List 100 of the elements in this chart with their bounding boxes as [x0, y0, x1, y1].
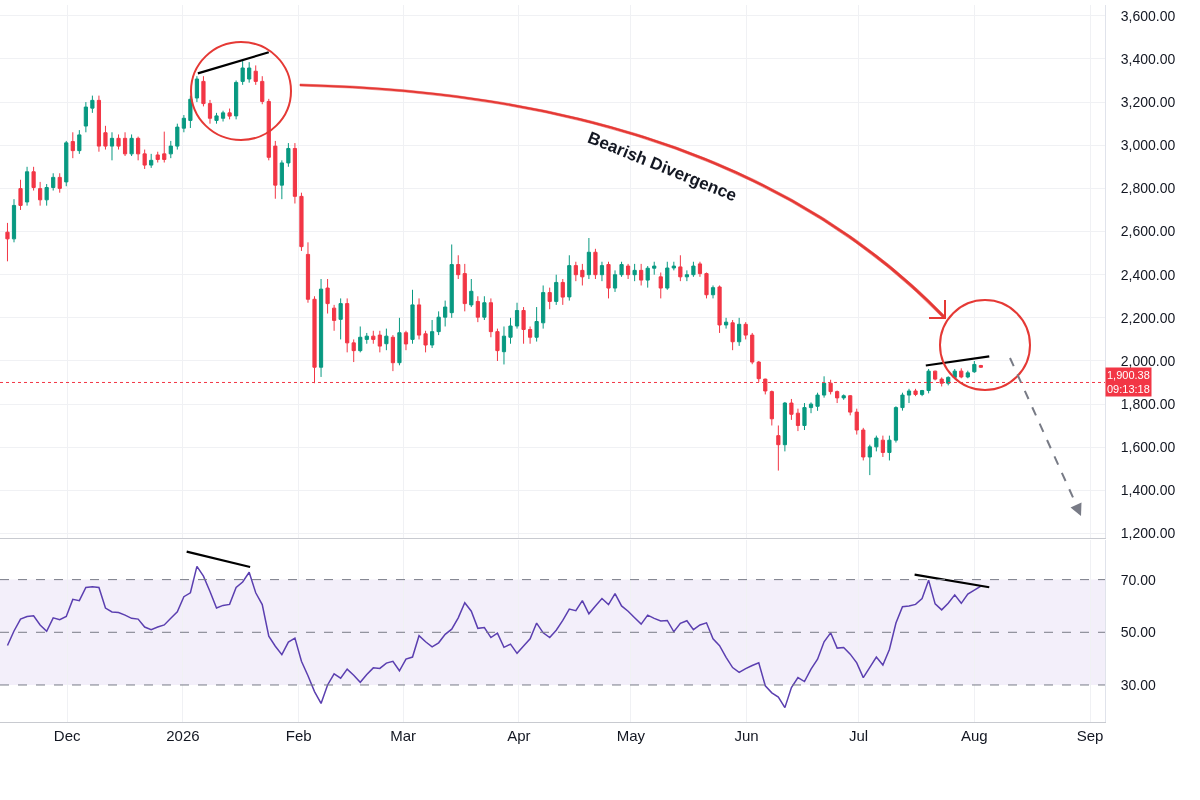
candlestick: [514, 302, 520, 330]
y-tick-label: 2,800.00: [1120, 180, 1176, 197]
x-tick-label: Feb: [285, 726, 312, 744]
y-tick-label: 1,400.00: [1120, 482, 1176, 499]
candlestick: [619, 261, 624, 278]
candlestick: [586, 237, 591, 280]
candlestick: [880, 435, 885, 458]
candlestick: [279, 159, 284, 200]
candlestick: [220, 110, 226, 122]
y-tick-label: 2,000.00: [1120, 352, 1176, 369]
candlestick: [665, 261, 670, 291]
candlestick: [227, 108, 232, 120]
candlestick: [430, 319, 435, 349]
candlestick: [926, 368, 931, 394]
candlestick: [606, 261, 611, 299]
candlestick: [371, 330, 376, 345]
y-tick-label: 2,200.00: [1120, 309, 1176, 326]
candlestick: [782, 401, 787, 452]
candlestick: [710, 284, 716, 299]
candlestick: [456, 254, 461, 280]
candlestick: [168, 140, 173, 159]
candlestick: [528, 325, 533, 345]
candlestick: [972, 360, 977, 374]
candlestick: [96, 95, 102, 153]
candlestick: [462, 263, 467, 312]
candlestick: [874, 435, 879, 452]
candlestick: [234, 80, 239, 120]
candlestick: [802, 402, 807, 431]
candlestick: [593, 248, 598, 280]
candlestick: [475, 295, 480, 323]
candlestick: [501, 325, 507, 365]
candlestick: [332, 304, 337, 332]
candlestick: [247, 61, 252, 84]
candlestick: [887, 435, 892, 461]
candlestick: [750, 332, 755, 365]
candlestick: [377, 330, 382, 353]
candlestick: [554, 274, 559, 306]
x-tick-label: 2026: [166, 726, 200, 744]
x-tick-label: Jun: [734, 726, 759, 744]
candlestick: [933, 370, 938, 381]
candlestick: [201, 75, 206, 107]
candlestick: [305, 241, 311, 304]
candlestick: [730, 319, 735, 351]
x-tick-label: Sep: [1076, 726, 1104, 744]
candlestick: [645, 265, 650, 289]
candlestick: [416, 297, 422, 340]
candlestick: [122, 131, 128, 157]
candlestick: [390, 334, 396, 372]
candlestick: [919, 389, 925, 397]
candlestick: [900, 392, 905, 412]
candlestick: [482, 295, 487, 321]
y-tick-label: 3,400.00: [1120, 50, 1176, 67]
candlestick: [136, 136, 141, 161]
candlestick: [90, 95, 95, 114]
candlestick: [57, 172, 62, 194]
candlestick: [155, 151, 160, 163]
line-series: [6, 565, 982, 709]
candlestick: [691, 261, 696, 278]
candlestick: [612, 269, 618, 293]
y-tick-label: 3,000.00: [1120, 137, 1176, 154]
candlestick: [436, 310, 441, 336]
candlestick: [678, 254, 683, 282]
candlestick: [723, 317, 729, 330]
y-tick-label: 1,600.00: [1120, 439, 1176, 456]
candlestick: [795, 408, 801, 432]
candlestick: [188, 95, 193, 129]
candlestick: [547, 287, 552, 310]
candlestick: [978, 364, 983, 369]
candlestick: [573, 261, 578, 282]
candlestick: [129, 133, 134, 157]
x-tick-label: Aug: [960, 726, 988, 744]
x-tick-label: Dec: [53, 726, 82, 744]
y-tick-label: 2,600.00: [1120, 223, 1176, 240]
candlestick: [286, 142, 291, 168]
candlestick: [906, 388, 912, 404]
candlestick: [580, 263, 585, 286]
candlestick: [364, 332, 369, 345]
y-tick-label: 3,600.00: [1120, 7, 1176, 24]
candlestick: [469, 278, 474, 308]
candlestick: [11, 198, 17, 243]
y-tick-label: 2,400.00: [1120, 266, 1176, 283]
candlestick: [24, 166, 30, 207]
candlestick: [808, 401, 814, 414]
candlestick: [867, 444, 872, 476]
candlestick: [495, 328, 500, 362]
candlestick: [671, 261, 676, 271]
y-tick-label: 1,800.00: [1120, 396, 1176, 413]
candlestick: [31, 166, 36, 192]
candlestick: [18, 179, 23, 211]
candlestick: [162, 131, 167, 163]
candlestick: [776, 424, 781, 472]
candlestick: [893, 405, 899, 444]
candlestick: [292, 142, 298, 204]
candlestick: [521, 306, 526, 345]
x-tick-label: May: [616, 726, 646, 744]
candlestick: [854, 408, 859, 436]
candlestick: [240, 60, 245, 86]
candlestick: [717, 284, 722, 334]
candlestick: [658, 272, 663, 299]
candlestick: [181, 114, 186, 133]
